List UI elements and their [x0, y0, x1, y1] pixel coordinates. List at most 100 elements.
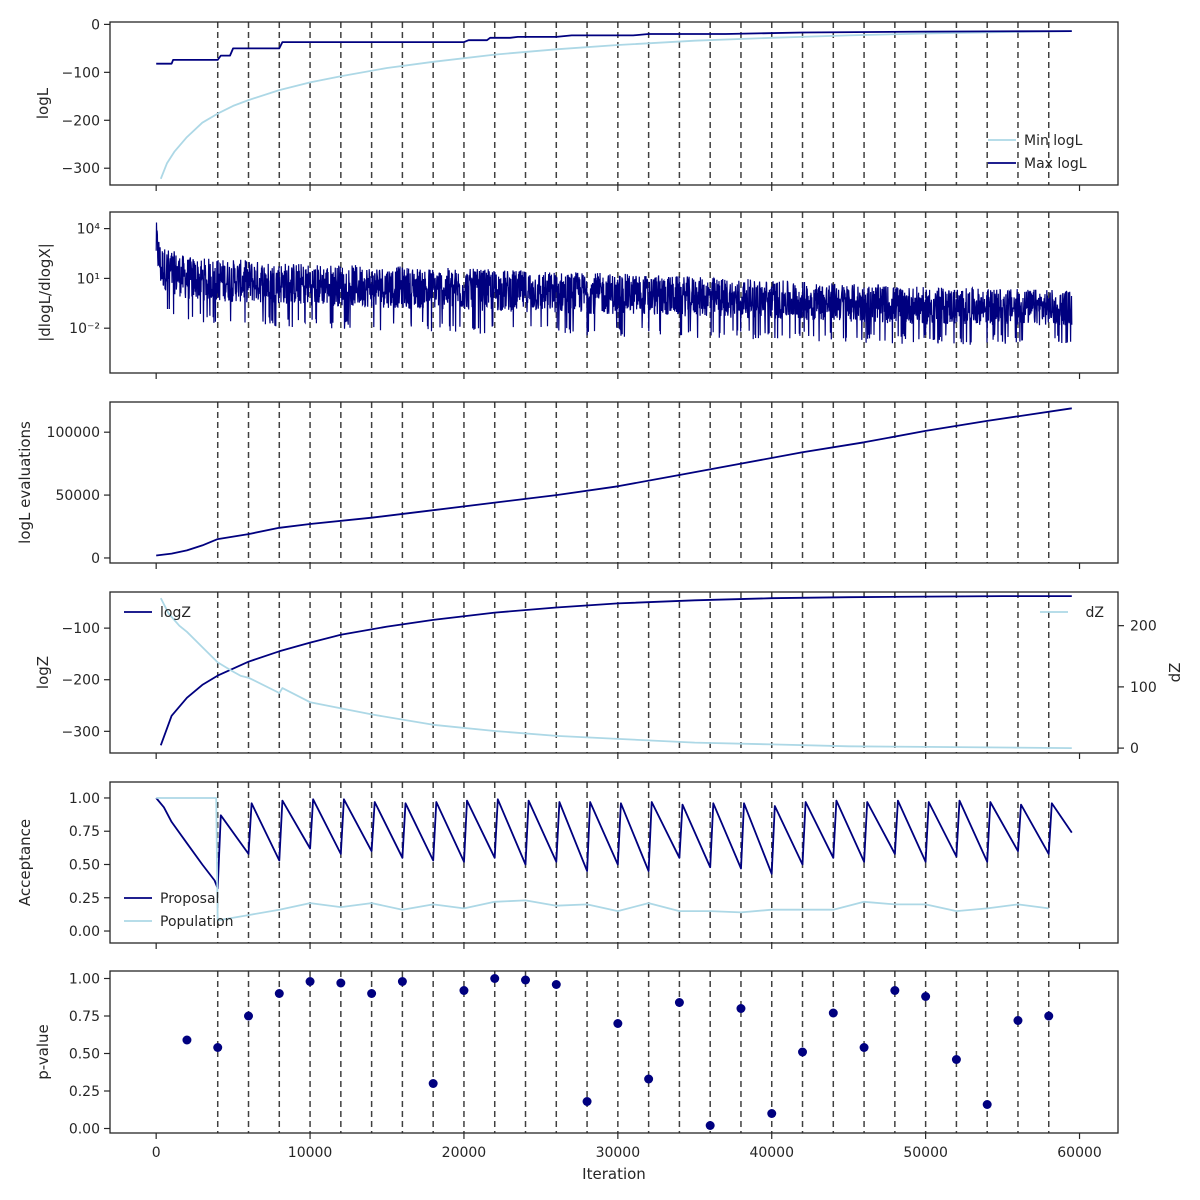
ylabel: Acceptance	[16, 819, 34, 906]
point-20	[798, 1047, 808, 1057]
point-10	[490, 974, 500, 983]
axes-frame	[109, 211, 1119, 374]
xtick-label: 10000	[288, 1145, 333, 1161]
ytick-label: 0	[91, 17, 100, 33]
ylabel: |dlogL/dlogX|	[36, 243, 54, 342]
point-26	[982, 1100, 992, 1109]
point-18	[736, 1004, 746, 1013]
series-logz	[159, 595, 1072, 746]
xtick-label: 40000	[749, 1145, 794, 1161]
point-24	[921, 992, 931, 1001]
y2label: dZ	[1166, 663, 1184, 683]
ytick-label: −100	[62, 621, 100, 637]
ytick-label: 1.00	[69, 972, 100, 988]
ytick-label: −300	[62, 161, 100, 177]
ytick-label: −100	[62, 65, 100, 81]
xlabel: Iteration	[582, 1165, 646, 1183]
y2tick-label: 0	[1130, 741, 1139, 757]
ytick-label: 50000	[55, 488, 100, 504]
point-7	[397, 977, 407, 986]
panel-6: 1.00 0.75 0.50 0.25 0.00 0 10000 20000 30000 4000…	[34, 970, 1119, 1183]
point-22	[859, 1043, 869, 1052]
ytick-label: 10⁻²	[69, 321, 100, 337]
series-proposal	[155, 797, 1073, 890]
point-28	[1044, 1011, 1054, 1021]
xtick-label: 20000	[442, 1145, 487, 1161]
ytick-label: 100000	[47, 425, 100, 441]
xtick-label: 60000	[1057, 1145, 1102, 1161]
panel-4: −100 −200 −300 0 100 200 logZ dZ logZ dZ	[34, 591, 1184, 759]
xtick-label: 0	[152, 1145, 161, 1161]
panel-2: 10⁴ 10¹ 10⁻² |dlogL/dlogX|	[36, 211, 1119, 379]
point-3	[274, 989, 284, 998]
point-15	[644, 1074, 654, 1084]
point-23	[890, 986, 900, 995]
axes-frame	[109, 21, 1119, 186]
point-21	[828, 1008, 838, 1018]
plot-area	[156, 402, 1072, 563]
plot-area	[155, 782, 1073, 943]
series-max-logl	[156, 30, 1072, 65]
series-min-logl	[159, 30, 1072, 180]
ytick-label: −200	[62, 113, 100, 129]
point-16	[674, 998, 684, 1007]
point-13	[582, 1097, 592, 1106]
ytick-label: 0.00	[69, 924, 100, 940]
axes-frame	[109, 970, 1119, 1134]
ylabel: p-value	[34, 1024, 52, 1080]
point-27	[1013, 1016, 1023, 1025]
panel-5: 1.00 0.75 0.50 0.25 0.00 Acceptance Proposal Po…	[16, 781, 1119, 949]
series-dz	[159, 597, 1072, 749]
legend-label: dZ	[1086, 605, 1104, 621]
legend-label: Min logL	[1024, 133, 1083, 149]
axes-frame	[109, 781, 1119, 944]
ytick-label: −200	[62, 673, 100, 689]
point-4	[305, 977, 315, 986]
point-17	[705, 1121, 715, 1130]
ytick-label: −300	[62, 724, 100, 740]
legend-label: Population	[160, 914, 234, 930]
point-6	[367, 989, 377, 998]
point-0	[182, 1035, 192, 1045]
point-1	[213, 1043, 223, 1052]
point-2	[244, 1011, 254, 1021]
legend-label: Max logL	[1024, 156, 1087, 172]
plot-area	[159, 592, 1072, 753]
y2tick-label: 200	[1130, 619, 1157, 635]
ylabel: logL evaluations	[16, 421, 34, 544]
point-9	[459, 986, 469, 995]
point-11	[521, 975, 531, 985]
plot-area	[182, 971, 1054, 1133]
y2tick-label: 100	[1130, 680, 1157, 696]
axes-frame	[109, 401, 1119, 564]
ytick-label: 0	[91, 551, 100, 567]
point-5	[336, 978, 346, 988]
plot-area	[156, 22, 1072, 185]
xtick-label: 50000	[903, 1145, 948, 1161]
point-19	[767, 1109, 777, 1118]
panel-1: 0 −100 −200 −300 logL Min logL Max logL	[34, 17, 1119, 191]
series-line	[155, 222, 1073, 345]
point-25	[951, 1055, 961, 1064]
ytick-label: 0.75	[69, 824, 100, 840]
ytick-label: 0.50	[69, 1047, 100, 1063]
ytick-label: 10¹	[77, 271, 100, 287]
point-12	[551, 980, 561, 989]
series-0	[156, 407, 1072, 557]
ytick-label: 0.25	[69, 891, 100, 907]
ytick-label: 10⁴	[77, 222, 101, 238]
point-14	[613, 1019, 623, 1028]
ytick-label: 0.50	[69, 857, 100, 873]
ytick-label: 0.75	[69, 1009, 100, 1025]
ylabel: logZ	[34, 656, 52, 689]
series-population	[156, 797, 1049, 922]
ylabel: logL	[34, 87, 52, 119]
ytick-label: 0.00	[69, 1122, 100, 1138]
xtick-label: 30000	[596, 1145, 641, 1161]
plot-area	[155, 212, 1073, 373]
ytick-label: 1.00	[69, 791, 100, 807]
panel-3: 0 50000 100000 logL evaluations	[16, 401, 1119, 569]
point-8	[428, 1079, 438, 1088]
axes-frame	[109, 591, 1119, 754]
